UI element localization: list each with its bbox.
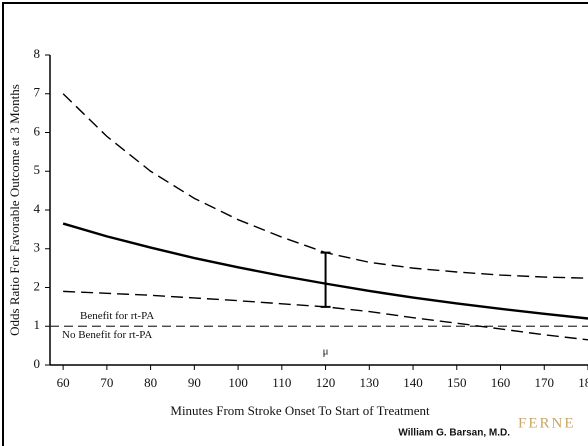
x-tick-label: 130 [360,375,380,390]
x-tick-label: 100 [228,375,248,390]
x-tick-label: 60 [57,375,70,390]
y-axis-label: Odds Ratio For Favorable Outcome at 3 Mo… [7,84,22,336]
x-tick-label: 90 [188,375,201,390]
y-tick-label: 8 [34,46,41,61]
x-tick-label: 180 [578,375,588,390]
plot [50,93,588,341]
x-tick-label: 140 [403,375,423,390]
y-tick-label: 4 [34,201,41,216]
x-tick-label: 70 [100,375,113,390]
y-tick-label: 2 [34,278,41,293]
y-tick-label: 6 [34,123,41,138]
annotation: No Benefit for rt-PA [62,329,152,341]
y-tick-label: 1 [34,317,41,332]
annotation: Benefit for rt-PA [80,310,154,322]
x-tick-label: 80 [144,375,157,390]
x-tick-label: 160 [491,375,511,390]
credit: William G. Barsan, M.D. [398,428,510,439]
y-tick-label: 3 [34,240,41,255]
y-tick-label: 0 [34,356,41,371]
x-axis-label: Minutes From Stroke Onset To Start of Tr… [170,403,430,418]
x-tick-label: 170 [535,375,555,390]
dashed-line [62,93,588,279]
y-tick-label: 7 [34,85,41,100]
x-tick-label: 110 [272,375,291,390]
x-tick-label: 150 [447,375,467,390]
x-tick-label: 120 [316,375,336,390]
annotation: μ [323,346,329,358]
y-tick-label: 5 [34,162,41,177]
logo: FERNE [518,415,576,431]
